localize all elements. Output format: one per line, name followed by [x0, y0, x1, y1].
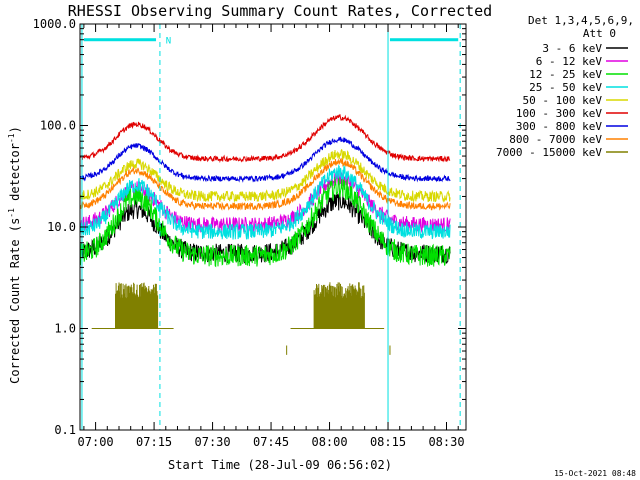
x-tick-label: 07:15: [136, 435, 172, 449]
svg-text:Corrected Count Rate (s-1 dete: Corrected Count Rate (s-1 detector-1): [7, 126, 22, 384]
y-axis-label: Corrected Count Rate (s-1 detector-1): [7, 126, 22, 384]
x-tick-label: 07:45: [253, 435, 289, 449]
night-bar-1: [83, 38, 157, 42]
footer-date: 15-Oct-2021 08:48: [554, 469, 636, 478]
legend-label-1: 3 - 6 keV: [542, 42, 602, 55]
legend-label-9: 7000 - 15000 keV: [496, 146, 602, 159]
x-tick-label: 07:30: [195, 435, 231, 449]
series-line-9: [115, 282, 365, 329]
legend-label-3: 12 - 25 keV: [529, 68, 602, 81]
x-tick-label: 08:15: [370, 435, 406, 449]
x-tick-label: 08:30: [428, 435, 464, 449]
legend-header-detectors: Det 1,3,4,5,6,9,: [528, 14, 634, 27]
x-tick-label: 07:00: [78, 435, 114, 449]
legend-label-2: 6 - 12 keV: [536, 55, 603, 68]
legend-label-6: 100 - 300 keV: [516, 107, 602, 120]
chart-title: RHESSI Observing Summary Count Rates, Co…: [68, 2, 492, 20]
y-tick-label: 100.0: [40, 119, 76, 133]
legend-label-8: 800 - 7000 keV: [509, 133, 602, 146]
y-tick-label: 1.0: [54, 322, 76, 336]
night-label: N: [166, 37, 171, 47]
y-tick-label: 10.0: [47, 220, 76, 234]
night-bar-2: [389, 38, 459, 42]
legend-label-4: 25 - 50 keV: [529, 81, 602, 94]
y-tick-label: 1000.0: [33, 17, 76, 31]
legend-label-5: 50 - 100 keV: [523, 94, 603, 107]
x-tick-label: 08:00: [311, 435, 347, 449]
legend-header-attenuator: Att 0: [583, 27, 616, 40]
y-tick-label: 0.1: [54, 423, 76, 437]
legend-label-7: 300 - 800 keV: [516, 120, 602, 133]
x-axis-label: Start Time (28-Jul-09 06:56:02): [168, 458, 392, 472]
